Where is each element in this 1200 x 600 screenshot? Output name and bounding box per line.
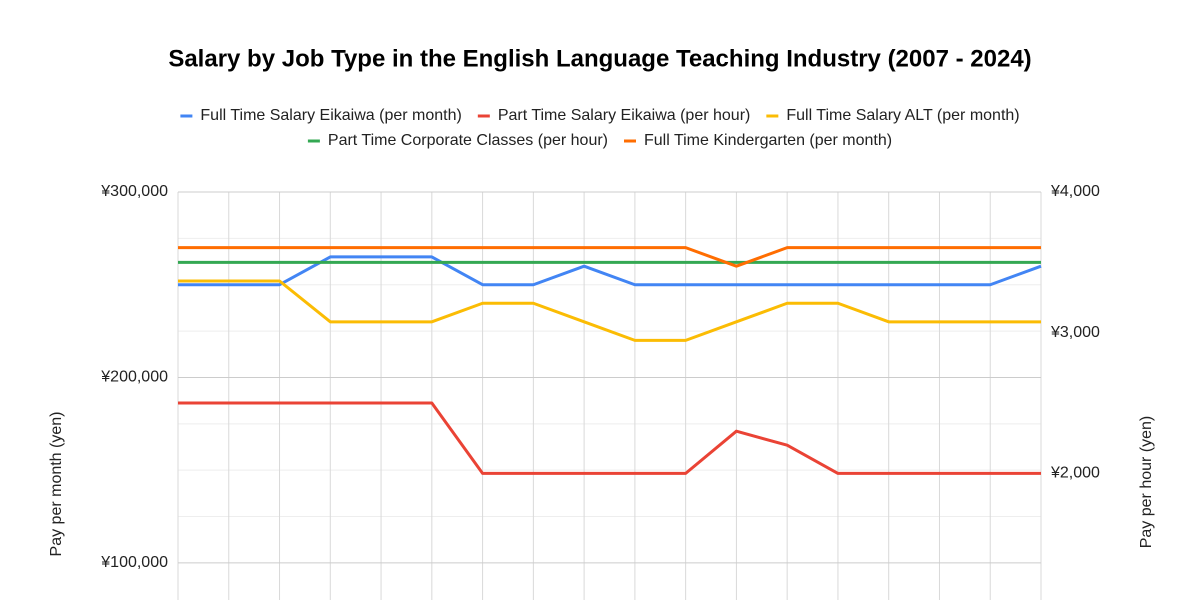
y2-tick-label: ¥3,000 [1050, 324, 1100, 341]
y2-tick-label: ¥2,000 [1050, 465, 1100, 482]
legend-item: Part Time Corporate Classes (per hour) [307, 132, 608, 149]
legend-label: Full Time Salary Eikaiwa (per month) [200, 107, 461, 124]
legend-item: Full Time Salary Eikaiwa (per month) [180, 107, 462, 124]
legend-label: Full Time Kindergarten (per month) [644, 132, 892, 149]
series-line [178, 279, 1041, 342]
legend-label: Part Time Salary Eikaiwa (per hour) [498, 107, 751, 124]
y-tick-label: ¥100,000 [100, 554, 168, 571]
legend-item: Part Time Salary Eikaiwa (per hour) [477, 107, 751, 124]
legend-label: Part Time Corporate Classes (per hour) [328, 132, 608, 149]
y2-tick-label: ¥4,000 [1050, 183, 1100, 200]
legend-label: Full Time Salary ALT (per month) [786, 107, 1019, 124]
legend-item: Full Time Salary ALT (per month) [766, 107, 1020, 124]
chart-title: Salary by Job Type in the English Langua… [168, 45, 1031, 72]
series-line [178, 246, 1041, 268]
series-line [178, 401, 1041, 475]
y-tick-label: ¥200,000 [100, 369, 168, 386]
grid [177, 191, 1042, 600]
y2-axis-title: Pay per hour (yen) [1138, 416, 1155, 549]
y-tick-label: ¥300,000 [100, 183, 168, 200]
legend-item: Full Time Kindergarten (per month) [624, 132, 892, 149]
y-axis-title: Pay per month (yen) [48, 412, 65, 557]
